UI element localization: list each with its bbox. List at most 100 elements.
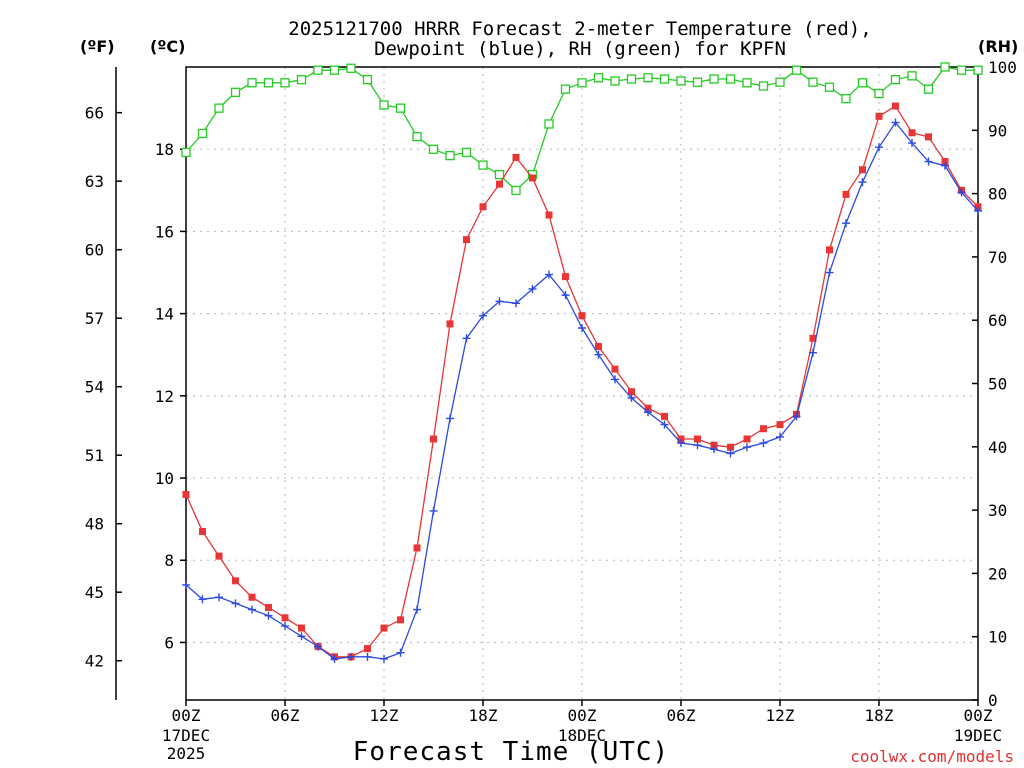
time-tick-label: 18Z bbox=[469, 706, 498, 725]
dewpoint-point bbox=[825, 268, 834, 277]
chart-title-line2: Dewpoint (blue), RH (green) for KPFN bbox=[374, 38, 786, 60]
dewpoint-point bbox=[297, 632, 306, 641]
rh-point bbox=[544, 119, 554, 129]
rh-point bbox=[857, 78, 868, 88]
rh-tick-label: 90 bbox=[988, 121, 1007, 140]
time-tick-label: 06Z bbox=[667, 706, 696, 725]
temperature-point bbox=[397, 616, 404, 624]
rh-point bbox=[395, 103, 406, 113]
rh-point bbox=[329, 65, 340, 75]
temperature-point bbox=[446, 320, 454, 328]
date-label: 19DEC bbox=[954, 726, 1002, 745]
dewpoint-point bbox=[611, 375, 619, 384]
temperature-point bbox=[892, 102, 899, 110]
rh-point bbox=[973, 65, 983, 75]
dewpoint-point bbox=[809, 348, 817, 357]
temperature-point bbox=[842, 190, 850, 198]
dewpoint-series bbox=[182, 118, 982, 663]
celsius-axis: 6 8 10 12 14 16 18 bbox=[155, 140, 186, 652]
rh-point bbox=[808, 77, 818, 87]
rh-point bbox=[742, 78, 752, 88]
dewpoint-point bbox=[231, 599, 240, 608]
rh-point bbox=[263, 78, 274, 88]
dewpoint-point bbox=[594, 350, 603, 359]
time-tick-label: 06Z bbox=[271, 706, 300, 725]
temperature-point bbox=[298, 624, 305, 632]
dewpoint-point bbox=[479, 311, 487, 320]
rh-tick-label: 60 bbox=[988, 311, 1007, 330]
temperature-point bbox=[809, 334, 817, 342]
dewpoint-point bbox=[314, 642, 322, 651]
celsius-tick-label: 14 bbox=[155, 305, 174, 324]
temperature-point bbox=[380, 624, 388, 632]
chart-title-line1: 2025121700 HRRR Forecast 2-meter Tempera… bbox=[288, 18, 871, 40]
dewpoint-point bbox=[660, 420, 669, 429]
rh-point bbox=[610, 76, 620, 86]
celsius-tick-label: 10 bbox=[155, 469, 174, 488]
date-label: 17DEC bbox=[162, 726, 210, 745]
celsius-tick-label: 18 bbox=[155, 140, 174, 159]
fahrenheit-tick-label: 57 bbox=[85, 309, 104, 328]
temperature-point bbox=[644, 404, 652, 412]
temperature-point bbox=[611, 365, 619, 373]
dewpoint-point bbox=[446, 414, 454, 423]
dewpoint-point bbox=[974, 206, 982, 215]
rh-point bbox=[791, 65, 802, 75]
fahrenheit-tick-label: 60 bbox=[85, 241, 104, 260]
temperature-point bbox=[925, 133, 932, 141]
celsius-tick-label: 16 bbox=[155, 222, 174, 241]
rh-point bbox=[956, 65, 967, 75]
rh-point bbox=[577, 78, 587, 88]
dewpoint-point bbox=[578, 324, 586, 333]
celsius-tick-label: 12 bbox=[155, 387, 174, 406]
celsius-unit-label: (ºC) bbox=[150, 37, 185, 56]
rh-point bbox=[313, 65, 323, 75]
temperature-point bbox=[496, 180, 503, 188]
temperature-point bbox=[776, 421, 784, 429]
temperature-point bbox=[941, 158, 949, 166]
dewpoint-point bbox=[908, 139, 916, 148]
temperature-point bbox=[595, 343, 602, 351]
temperature-point bbox=[727, 443, 734, 451]
rh-series bbox=[181, 62, 983, 196]
fahrenheit-tick-label: 48 bbox=[85, 515, 104, 534]
temperature-point bbox=[578, 312, 586, 320]
rh-point bbox=[692, 77, 703, 87]
dewpoint-point bbox=[561, 291, 570, 300]
rh-tick-label: 80 bbox=[988, 185, 1007, 204]
dewpoint-point bbox=[281, 622, 289, 631]
celsius-tick-label: 8 bbox=[164, 551, 174, 570]
rh-point bbox=[412, 131, 422, 142]
rh-point bbox=[379, 100, 389, 110]
dewpoint-point bbox=[198, 595, 207, 604]
dewpoint-point bbox=[792, 412, 801, 421]
dewpoint-point bbox=[759, 439, 768, 448]
year-label: 2025 bbox=[167, 744, 206, 763]
dewpoint-point bbox=[396, 648, 405, 657]
fahrenheit-unit-label: (ºF) bbox=[80, 37, 115, 56]
grid-lines bbox=[186, 67, 978, 700]
celsius-tick-label: 6 bbox=[164, 633, 174, 652]
rh-tick-label: 10 bbox=[988, 628, 1007, 647]
rh-point bbox=[428, 144, 439, 154]
temperature-point bbox=[562, 273, 569, 281]
temperature-point bbox=[908, 129, 916, 137]
time-tick-label: 00Z bbox=[172, 706, 201, 725]
x-axis-title: Forecast Time (UTC) bbox=[353, 737, 669, 767]
dewpoint-point bbox=[941, 161, 949, 170]
fahrenheit-tick-label: 54 bbox=[85, 378, 104, 397]
rh-point bbox=[907, 71, 917, 81]
rh-point bbox=[593, 73, 604, 83]
rh-point bbox=[643, 73, 653, 83]
dewpoint-point bbox=[842, 219, 850, 228]
rh-point bbox=[197, 128, 208, 139]
temperature-point bbox=[661, 412, 668, 420]
temperature-point bbox=[628, 388, 635, 396]
dewpoint-point bbox=[264, 611, 273, 620]
dewpoint-point bbox=[347, 652, 355, 661]
dewpoint-point bbox=[330, 654, 339, 663]
rh-point bbox=[659, 74, 670, 84]
rh-tick-label: 30 bbox=[988, 501, 1007, 520]
